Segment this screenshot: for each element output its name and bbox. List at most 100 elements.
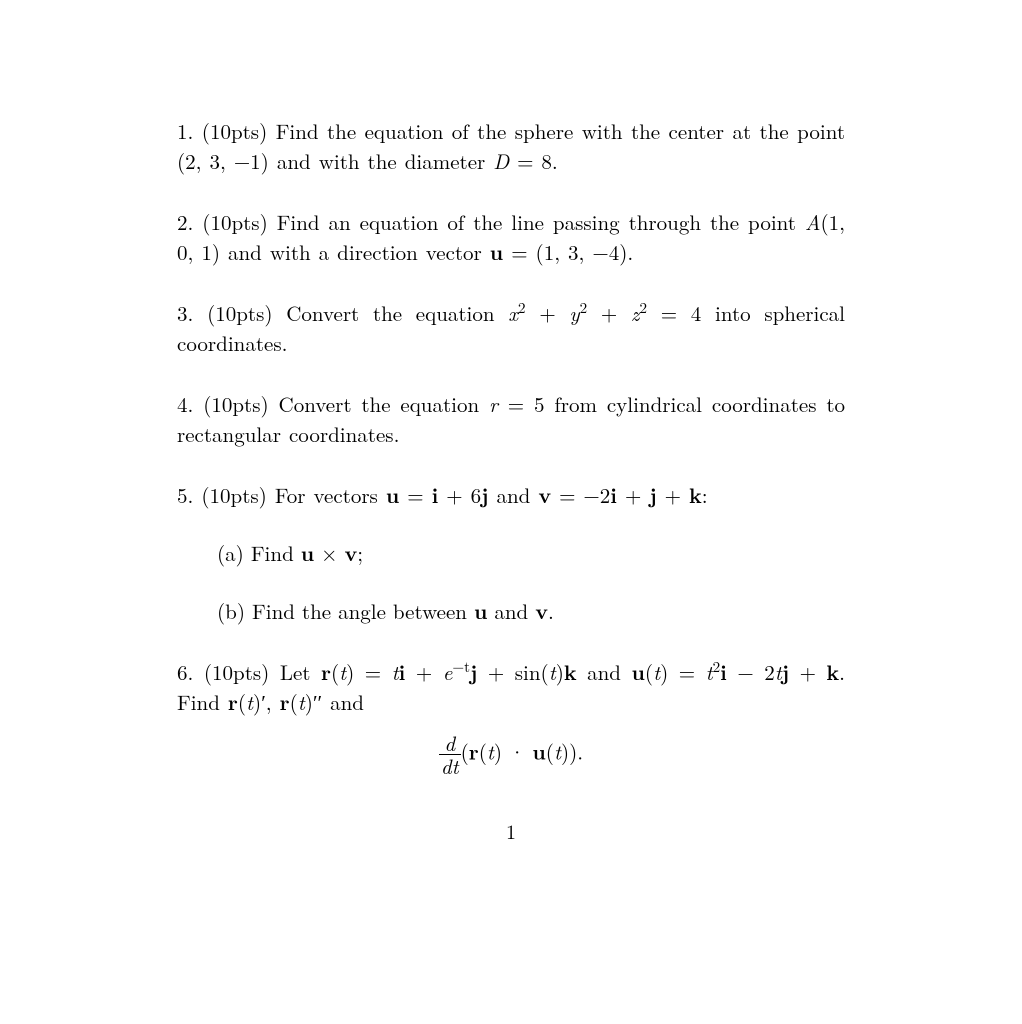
q1-text-b: and with the diameter [277,146,485,176]
q3-y2: 2 [580,297,588,318]
q5a-cross: × [314,538,344,568]
q5-i2: i [610,480,617,510]
q4-r: r [489,389,498,419]
q5-pts: (10pts) [201,480,266,510]
q6-end: ). [569,736,583,766]
q6-cp5: ) [305,687,313,717]
problem-3: 3. (10pts) Convert the equation x2 + y2 … [177,298,845,359]
document-page: 1. (10pts) Find the equation of the sphe… [0,0,1022,1024]
q5-plus2: + [657,480,689,510]
q6-op2: ( [645,657,653,687]
q6-display-eq: d dt (r(t) · u(t)). [177,732,845,778]
q6-i2: i [720,657,727,687]
q2-number: 2. [177,207,193,237]
q6-and1: and [587,657,631,687]
q5-text: For vectors [275,480,378,510]
q5a-v: v [345,538,358,568]
q6-u2: u [532,736,545,766]
page-number: 1 [177,816,845,845]
q3-plus1: + [526,298,570,328]
q6-period: . [839,657,845,687]
q5-colon: : [702,480,708,510]
q1-number: 1. [177,116,193,146]
q3-x: x [508,298,518,328]
q6-r1: r [321,657,331,687]
q1-D: D [493,146,509,176]
q6-plus3: + [789,657,826,687]
q5b-v: v [535,596,548,626]
problem-2: 2. (10pts) Find an equation of the line … [177,207,845,268]
q2-uval: = (1, 3, −4). [503,237,633,267]
q3-x2: 2 [518,297,526,318]
problem-1: 1. (10pts) Find the equation of the sphe… [177,116,845,177]
q6-comma: , [266,687,280,717]
q6-let: Let [280,657,311,687]
q4-number: 4. [177,389,193,419]
q6-t10: t [554,736,561,766]
problem-5: 5. (10pts) For vectors u = i + 6j and v … [177,480,845,510]
q6-op1: ( [331,657,339,687]
q6-op7: ( [546,736,554,766]
q5b-label: (b) [217,596,245,626]
q6-plus1: + [405,657,442,687]
q5-u: u [386,480,399,510]
q5a-semi: ; [357,538,363,568]
q1-point: (2, 3, −1) [177,146,269,176]
q4-eq5: = 5 [498,389,545,419]
q3-z2: 2 [639,297,647,318]
q5b-and: and [487,596,535,626]
q1-text-a: Find the equation of the sphere with the… [276,116,845,146]
q6-r2: r [228,687,238,717]
q2-A: A [805,207,821,237]
q6-op4: ( [290,687,298,717]
q5-ueq: = [399,480,431,510]
q6-op5: ( [461,736,469,766]
q6-eq2: = [668,657,705,687]
q5-p6: + 6 [438,480,481,510]
q6-op6: ( [479,736,487,766]
q6-j2: j [782,657,789,687]
q6-cp2: ) [556,657,564,687]
q5b-period: . [548,596,554,626]
q6-frac: d dt [439,732,461,778]
q6-dot: · [502,736,532,766]
q6-t7: t [246,687,253,717]
q6-k2: k [826,657,839,687]
q5-v: v [538,480,551,510]
q6-cp4: ) [253,687,261,717]
q6-cp7: ) [561,736,569,766]
problem-5a: (a) Find u × v; [177,538,845,568]
q5-plus1: + [617,480,649,510]
q6-t5: t [706,657,713,687]
q5a-u: u [301,538,314,568]
q5-k: k [689,480,702,510]
q4-pts: (10pts) [203,389,268,419]
q6-and2: and [330,687,364,717]
q6-op3: ( [238,687,246,717]
q6-sq: 2 [713,656,721,677]
q6-negt: −t [452,656,470,677]
q3-y: y [569,298,579,328]
q5-veq: = −2 [551,480,610,510]
q1-eq: = 8. [509,146,558,176]
q6-number: 6. [177,657,193,687]
q6-t2: t [392,657,399,687]
q6-t4: t [653,657,660,687]
q6-negt-txt: −t [452,656,470,677]
q6-t9: t [487,736,494,766]
q6-dt: dt [441,751,459,781]
q3-eq4: = 4 [647,298,701,328]
q5b-u: u [474,596,487,626]
q6-minus: − 2 [727,657,775,687]
q6-u1: u [631,657,644,687]
problem-4: 4. (10pts) Convert the equation r = 5 fr… [177,389,845,450]
q3-plus2: + [587,298,631,328]
q6-dprime: ′′ [313,687,322,717]
q5-j1: j [481,480,488,510]
q6-e: e [443,657,453,687]
q6-cp6: ) [494,736,502,766]
q2-pts: (10pts) [202,207,267,237]
q6-find: Find [177,687,228,717]
q3-number: 3. [177,298,193,328]
q6-eq1: = [354,657,391,687]
